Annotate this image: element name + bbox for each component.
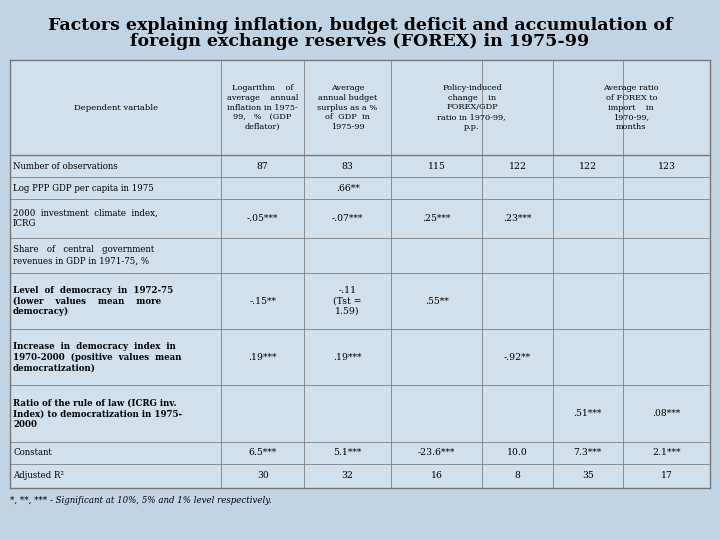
Text: .25***: .25*** [423, 214, 451, 223]
Text: .66**: .66** [336, 184, 359, 193]
Text: 6.5***: 6.5*** [248, 448, 276, 457]
Text: Share   of   central   government
revenues in GDP in 1971-75, %: Share of central government revenues in … [13, 246, 154, 265]
Bar [10, 60, 710, 488]
Text: Adjusted R²: Adjusted R² [13, 471, 64, 481]
Text: 123: 123 [657, 161, 675, 171]
Text: -.11
(Tst =
1.59): -.11 (Tst = 1.59) [333, 286, 362, 316]
Text: Average ratio
of FOREX to
import    in
1970-99,
months: Average ratio of FOREX to import in 1970… [603, 84, 659, 131]
Text: Increase  in  democracy  index  in
1970-2000  (positive  values  mean
democratiz: Increase in democracy index in 1970-2000… [13, 342, 181, 373]
Text: 5.1***: 5.1*** [333, 448, 361, 457]
Text: 7.3***: 7.3*** [574, 448, 602, 457]
Text: .19***: .19*** [333, 353, 362, 362]
Text: foreign exchange reserves (FOREX) in 1975-99: foreign exchange reserves (FOREX) in 197… [130, 33, 590, 51]
Text: Constant: Constant [13, 448, 52, 457]
Text: .23***: .23*** [503, 214, 531, 223]
Text: 115: 115 [428, 161, 446, 171]
Text: 32: 32 [341, 471, 354, 481]
Text: Average
annual budget
surplus as a %
of  GDP  in
1975-99: Average annual budget surplus as a % of … [318, 84, 378, 131]
Text: -.15**: -.15** [249, 296, 276, 306]
Text: Ratio of the rule of law (ICRG inv.
Index) to democratization in 1975-
2000: Ratio of the rule of law (ICRG inv. Inde… [13, 399, 182, 429]
Text: -.05***: -.05*** [247, 214, 279, 223]
Text: 30: 30 [257, 471, 269, 481]
Text: Policy-induced
change    in
FOREX/GDP
ratio in 1970-99,
p.p.: Policy-induced change in FOREX/GDP ratio… [438, 84, 506, 131]
Text: 35: 35 [582, 471, 594, 481]
Text: Dependent variable: Dependent variable [73, 104, 158, 111]
Text: 122: 122 [579, 161, 597, 171]
Text: Factors explaining inflation, budget deficit and accumulation of: Factors explaining inflation, budget def… [48, 17, 672, 33]
Text: 2.1***: 2.1*** [652, 448, 680, 457]
Text: 16: 16 [431, 471, 443, 481]
Text: *, **, *** - Significant at 10%, 5% and 1% level respectively.: *, **, *** - Significant at 10%, 5% and … [10, 496, 271, 505]
Text: 87: 87 [257, 161, 269, 171]
Text: -23.6***: -23.6*** [418, 448, 455, 457]
Text: Logarithm    of
average    annual
inflation in 1975-
99,   %   (GDP
deflator): Logarithm of average annual inflation in… [227, 84, 298, 131]
Text: 10.0: 10.0 [507, 448, 528, 457]
Text: 17: 17 [660, 471, 672, 481]
Text: 8: 8 [515, 471, 521, 481]
Text: .08***: .08*** [652, 409, 680, 418]
Text: 2000  investment  climate  index,
ICRG: 2000 investment climate index, ICRG [13, 208, 158, 228]
Text: 83: 83 [342, 161, 354, 171]
Text: 122: 122 [508, 161, 526, 171]
Text: .55**: .55** [425, 296, 449, 306]
Text: Level  of  democracy  in  1972-75
(lower    values    mean    more
democracy): Level of democracy in 1972-75 (lower val… [13, 286, 173, 316]
Text: .51***: .51*** [574, 409, 602, 418]
Text: -.92**: -.92** [504, 353, 531, 362]
Text: Number of observations: Number of observations [13, 161, 118, 171]
Text: .19***: .19*** [248, 353, 277, 362]
Text: Log PPP GDP per capita in 1975: Log PPP GDP per capita in 1975 [13, 184, 154, 193]
Text: -.07***: -.07*** [332, 214, 364, 223]
